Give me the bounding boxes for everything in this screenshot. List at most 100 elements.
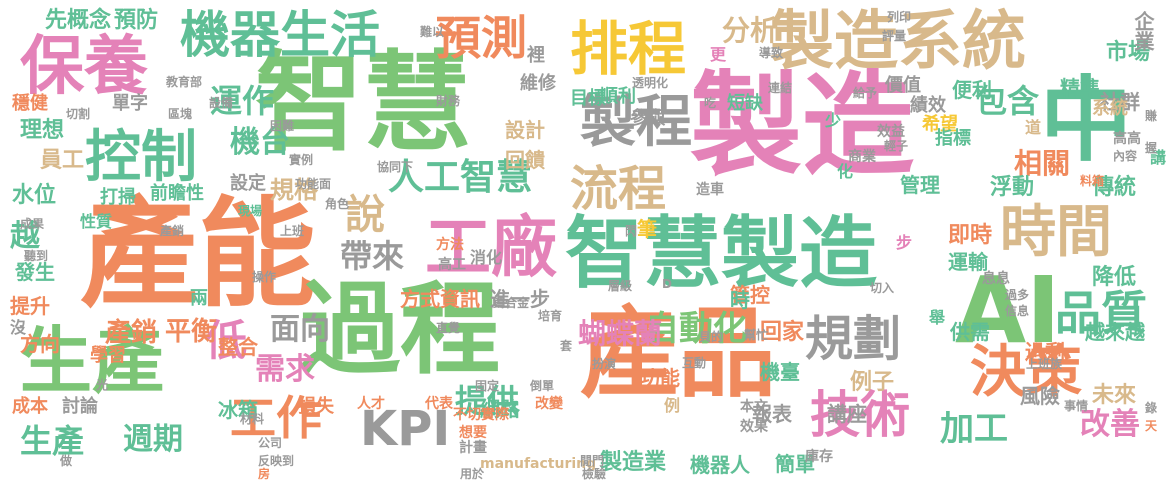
cloud-word: 資訊 bbox=[440, 287, 480, 311]
cloud-word: 設計 bbox=[505, 118, 545, 142]
cloud-word: 上班 bbox=[280, 224, 305, 238]
cloud-word: 教育部 bbox=[166, 75, 203, 89]
cloud-word: 功能 bbox=[640, 366, 680, 390]
cloud-word: 本文 bbox=[740, 399, 768, 415]
cloud-word: 筆 bbox=[637, 217, 657, 241]
cloud-word: 參與 bbox=[630, 108, 666, 129]
cloud-word: 控制 bbox=[85, 125, 197, 190]
cloud-word: 房 bbox=[258, 467, 271, 481]
cloud-word: 效果 bbox=[740, 419, 768, 435]
cloud-word: 息息 bbox=[982, 271, 1010, 287]
cloud-word: KPI bbox=[360, 401, 451, 457]
cloud-word: 管控 bbox=[730, 283, 770, 307]
cloud-word: 穩健 bbox=[12, 93, 48, 114]
cloud-word: AI bbox=[955, 257, 1061, 364]
cloud-word: 水位 bbox=[12, 183, 57, 208]
cloud-word: 相關 bbox=[1014, 147, 1071, 180]
cloud-word: 上班族 bbox=[1026, 357, 1063, 371]
cloud-word: 沒 bbox=[10, 318, 27, 337]
cloud-word: 風險 bbox=[1020, 384, 1060, 408]
cloud-word: 週期 bbox=[123, 422, 183, 457]
cloud-word: 機器生活 bbox=[180, 6, 380, 64]
cloud-word: 決策 bbox=[970, 340, 1082, 405]
cloud-word: 功能面 bbox=[295, 177, 332, 191]
cloud-word: 技術 bbox=[810, 386, 910, 444]
cloud-word: 機器人 bbox=[690, 453, 750, 477]
cloud-word: 即時 bbox=[948, 223, 993, 248]
cloud-word: 傳統 bbox=[1092, 175, 1137, 200]
cloud-word: 設備 bbox=[209, 96, 234, 110]
cloud-word: 回家 bbox=[760, 320, 805, 345]
cloud-word: 操作 bbox=[252, 270, 277, 284]
cloud-word: 希望 bbox=[922, 114, 958, 135]
cloud-word: 兩 bbox=[190, 288, 208, 309]
cloud-word: 精準 bbox=[1060, 76, 1100, 100]
cloud-word: 時間 bbox=[1000, 200, 1112, 265]
cloud-word: 切割 bbox=[66, 107, 91, 121]
cloud-word: 帶來 bbox=[340, 237, 405, 275]
cloud-word: 順利 bbox=[600, 86, 636, 107]
cloud-word: 人才 bbox=[357, 396, 385, 412]
cloud-word: 導致 bbox=[759, 46, 784, 60]
cloud-word: 道 bbox=[1025, 118, 1042, 137]
cloud-word: 倒單 bbox=[530, 379, 555, 393]
cloud-word: 市場 bbox=[1106, 40, 1151, 65]
cloud-word: 角色 bbox=[325, 197, 350, 211]
cloud-word: 幫忙 bbox=[744, 328, 769, 342]
cloud-word: 舉 bbox=[929, 308, 946, 327]
cloud-word: 提升 bbox=[10, 294, 50, 318]
cloud-word: 例子 bbox=[850, 370, 895, 395]
cloud-word: 培育 bbox=[538, 309, 563, 323]
cloud-word: 智慧 bbox=[255, 41, 472, 166]
cloud-word: 運輸 bbox=[948, 250, 988, 274]
cloud-word: 管理 bbox=[900, 173, 940, 197]
cloud-word: 輕子 bbox=[884, 139, 909, 153]
cloud-word: 庫存 bbox=[805, 449, 833, 465]
cloud-word: 降低 bbox=[1092, 265, 1137, 290]
cloud-word: 發生 bbox=[15, 260, 55, 284]
cloud-word: 短缺 bbox=[727, 93, 763, 114]
cloud-word: 員工 bbox=[40, 148, 85, 173]
cloud-word: 吃 bbox=[704, 96, 717, 110]
cloud-word: 透明化 bbox=[632, 76, 669, 90]
cloud-word: 時 bbox=[730, 288, 750, 312]
cloud-word: 天 bbox=[1145, 419, 1158, 433]
cloud-word: 說 bbox=[345, 192, 385, 238]
cloud-word: 蝴蝶蘭 bbox=[578, 317, 663, 350]
cloud-word: 面向 bbox=[270, 312, 330, 347]
cloud-word: 未來 bbox=[1092, 383, 1137, 408]
cloud-word: 連結 bbox=[768, 81, 793, 95]
cloud-word: 方式 bbox=[400, 287, 440, 311]
cloud-word: 平衡 bbox=[165, 317, 218, 347]
cloud-word: 造車 bbox=[696, 182, 724, 198]
cloud-word: 成果 bbox=[20, 217, 45, 231]
cloud-word: 人工智慧 bbox=[388, 157, 533, 198]
cloud-word: 效益 bbox=[877, 124, 905, 140]
cloud-word: 社群 bbox=[1100, 90, 1140, 114]
cloud-word: 設定 bbox=[230, 173, 266, 194]
cloud-word: 前瞻性 bbox=[150, 183, 204, 204]
cloud-word: 困難 bbox=[270, 119, 295, 133]
cloud-word: 便利 bbox=[952, 78, 992, 102]
cloud-word: 賺 bbox=[1145, 109, 1158, 123]
cloud-word: 生產 bbox=[20, 319, 165, 403]
cloud-word: 高高 bbox=[1113, 131, 1141, 147]
cloud-word: 價值 bbox=[885, 75, 921, 96]
cloud-word: 用於 bbox=[460, 467, 485, 481]
cloud-word: 內容 bbox=[1113, 149, 1138, 163]
cloud-word: 報表 bbox=[752, 402, 792, 426]
cloud-word: manufacturing bbox=[480, 456, 597, 472]
cloud-word: 切入 bbox=[870, 281, 895, 295]
cloud-word: 方法 bbox=[436, 237, 464, 253]
cloud-word: 運作 bbox=[210, 82, 275, 120]
cloud-word: 計畫 bbox=[459, 440, 487, 456]
cloud-word: 網路 bbox=[480, 397, 520, 421]
cloud-word: 不切實際 bbox=[453, 407, 509, 423]
cloud-word: 品質 bbox=[1055, 286, 1147, 340]
cloud-word: 保養 bbox=[20, 30, 148, 104]
cloud-word: 機臺 bbox=[760, 360, 800, 384]
cloud-word: 協同下 bbox=[377, 160, 414, 174]
cloud-word: 損失 bbox=[298, 396, 334, 417]
cloud-word: 製造業 bbox=[600, 450, 667, 475]
